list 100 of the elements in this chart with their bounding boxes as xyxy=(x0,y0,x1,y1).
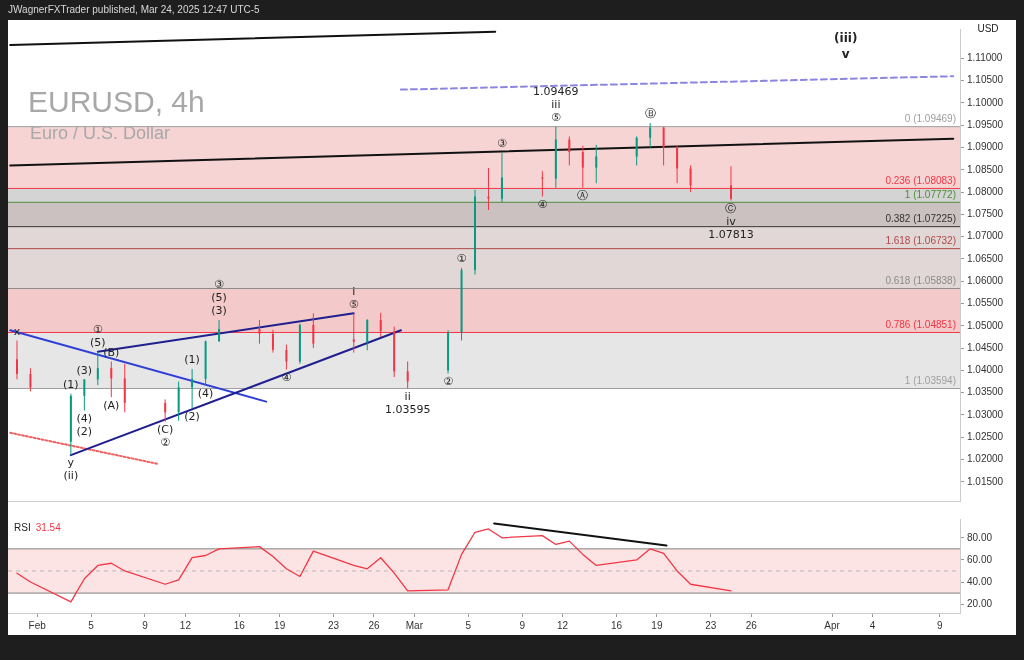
candlestick xyxy=(500,151,503,203)
text: JWagnerFXTrader published, Mar 24, 2025 12:47 UTC-5 xyxy=(7,3,261,17)
y-tick-label: 1.08500 xyxy=(967,163,1004,175)
annotation: ④ xyxy=(281,370,292,384)
ref-line-label: 0.618 (1.05838) xyxy=(885,275,956,287)
annotation: ② xyxy=(443,374,454,388)
x-tick-label: 9 xyxy=(142,619,149,631)
annotation: (5) xyxy=(211,291,227,305)
annotation: 1.03595 xyxy=(384,402,431,416)
y-tick-label: 20.00 xyxy=(967,597,993,609)
annotation: 1.09469 xyxy=(533,85,579,99)
y-tick-label: 1.02000 xyxy=(967,453,1004,465)
candlestick xyxy=(96,351,99,386)
annotation: ③ xyxy=(497,136,508,150)
annotation: y xyxy=(67,456,75,470)
candlestick xyxy=(568,135,571,166)
y-tick-label: 1.05500 xyxy=(967,297,1004,309)
annotation: 1.07813 xyxy=(708,227,754,241)
y-tick-label: 1.03500 xyxy=(967,386,1004,398)
x-tick-label: 16 xyxy=(610,619,623,631)
candlestick xyxy=(662,126,665,166)
annotation: (3) xyxy=(76,363,93,377)
y-tick-label: 1.10000 xyxy=(967,96,1004,108)
candlestick xyxy=(676,144,679,184)
x-tick-label: 12 xyxy=(557,619,569,631)
y-tick-label: 1.02500 xyxy=(967,431,1004,443)
annotation: i xyxy=(352,284,356,298)
candlestick xyxy=(474,189,477,276)
y-axis-title: USD xyxy=(977,22,999,34)
annotation: (4) xyxy=(76,411,93,425)
annotation: (5) xyxy=(90,336,106,350)
y-tick-label: 1.06000 xyxy=(967,275,1004,287)
ref-line-label: 0.382 (1.07225) xyxy=(885,213,956,225)
candlestick xyxy=(285,344,288,371)
annotation: ① xyxy=(456,252,467,266)
candlestick xyxy=(649,122,652,149)
candlestick xyxy=(29,367,32,392)
ref-line-label: 1 (1.07772) xyxy=(904,189,956,201)
y-tick-label: 1.08000 xyxy=(967,185,1004,197)
y-tick-label: 40.00 xyxy=(967,575,993,587)
annotation: (3) xyxy=(211,304,227,318)
annotation: ⑤ xyxy=(550,111,561,125)
x-tick-label: 5 xyxy=(88,619,95,631)
x-tick-label: 19 xyxy=(274,619,286,631)
candlestick xyxy=(406,361,409,389)
annotation: Ⓒ xyxy=(725,201,737,215)
annotation: ⑤ xyxy=(348,297,359,311)
y-tick-label: 1.06500 xyxy=(967,252,1004,264)
x-tick-label: Mar xyxy=(405,619,424,631)
y-tick-label: 1.09000 xyxy=(967,141,1004,153)
annotation: (2) xyxy=(184,409,200,423)
chart-title: RSI xyxy=(14,521,31,533)
y-tick-label: 1.04500 xyxy=(967,341,1004,353)
text: EURUSD, 4h xyxy=(28,85,205,119)
annotation: (A) xyxy=(103,398,120,412)
ref-line-label: 1 (1.03594) xyxy=(904,375,956,387)
y-tick-label: 1.07500 xyxy=(967,208,1004,220)
y-tick-label: 1.07000 xyxy=(967,230,1004,242)
x-tick-label: 12 xyxy=(179,619,192,631)
y-tick-label: 1.05000 xyxy=(967,319,1004,331)
annotation: 31.54 xyxy=(35,521,62,533)
x-tick-label: 26 xyxy=(368,619,380,631)
x-tick-label: 9 xyxy=(937,619,944,631)
ref-line-label: 0.236 (1.08083) xyxy=(885,175,956,187)
ref-line-label: 0 (1.09469) xyxy=(904,113,956,125)
x-tick-label: 23 xyxy=(328,619,340,631)
candlestick xyxy=(635,135,638,166)
candlestick xyxy=(15,340,18,380)
annotation: (iii) xyxy=(834,31,858,46)
ref-line-label: 0.786 (1.04851) xyxy=(885,319,956,331)
x-tick-label: Feb xyxy=(28,619,47,631)
candlestick xyxy=(110,361,113,398)
annotation: iv xyxy=(726,214,737,228)
y-tick-label: 1.04000 xyxy=(967,364,1004,376)
annotation: (1) xyxy=(63,377,79,391)
annotation: (2) xyxy=(76,424,93,438)
x-tick-label: 26 xyxy=(745,619,758,631)
annotation: (4) xyxy=(197,387,214,401)
x-tick-label: 9 xyxy=(519,619,526,631)
annotation: (ii) xyxy=(63,469,79,483)
y-tick-label: 1.03000 xyxy=(967,408,1004,420)
x-tick-label: 5 xyxy=(465,619,472,631)
annotation: ③ xyxy=(214,278,225,292)
annotation: v xyxy=(841,47,850,62)
annotation: (1) xyxy=(184,353,200,367)
y-tick-label: 1.01500 xyxy=(967,475,1004,487)
x-tick-label: 23 xyxy=(705,619,717,631)
annotation: Ⓑ xyxy=(644,107,656,121)
x-tick-label: 4 xyxy=(869,619,876,631)
candlestick xyxy=(83,378,86,412)
ref-line-label: 1.618 (1.06732) xyxy=(885,235,956,247)
annotation: iii xyxy=(551,98,561,112)
annotation: ② xyxy=(160,436,171,450)
x-tick-label: 16 xyxy=(233,619,246,631)
annotation: ii xyxy=(404,389,411,403)
y-tick-label: 60.00 xyxy=(967,553,993,565)
y-tick-label: 1.09500 xyxy=(967,119,1004,131)
annotation: (C) xyxy=(157,423,174,437)
x-tick-label: Apr xyxy=(824,619,841,631)
candlestick xyxy=(595,144,598,184)
